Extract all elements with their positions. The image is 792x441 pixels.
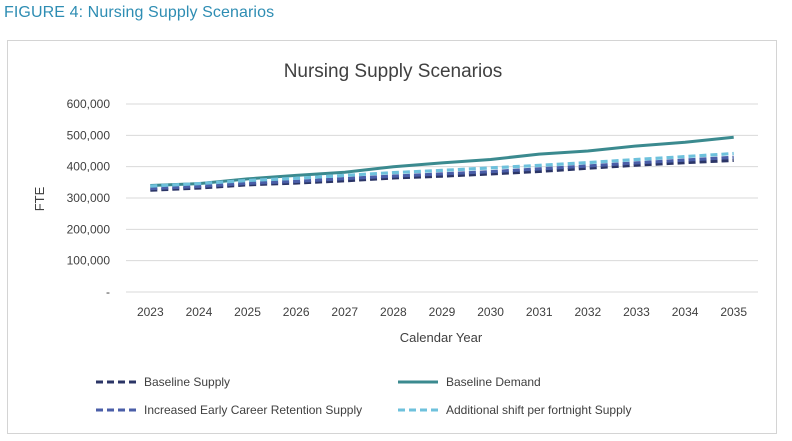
y-tick-label: 100,000 bbox=[67, 254, 111, 268]
x-tick-label: 2030 bbox=[477, 305, 504, 319]
x-tick-labels: 2023 2024 2025 2026 2027 2028 2029 2030 2031 2032… bbox=[137, 305, 747, 319]
legend-label-baseline-supply: Baseline Supply bbox=[144, 375, 230, 389]
series-lines bbox=[150, 135, 734, 192]
series-line-baseline-supply bbox=[150, 158, 734, 192]
y-tick-label: 400,000 bbox=[67, 160, 111, 174]
legend-label-increased-early-career-retention-supply: Increased Early Career Retention Supply bbox=[144, 403, 362, 417]
y-tick-label: 500,000 bbox=[67, 128, 111, 142]
x-tick-label: 2027 bbox=[331, 305, 358, 319]
x-tick-label: 2034 bbox=[672, 305, 699, 319]
x-axis-title: Calendar Year bbox=[400, 330, 483, 345]
y-axis-title: FTE bbox=[32, 186, 47, 211]
x-tick-label: 2035 bbox=[720, 305, 747, 319]
figure-caption: FIGURE 4: Nursing Supply Scenarios bbox=[4, 4, 275, 21]
chart-frame bbox=[7, 40, 777, 434]
series-line-baseline-demand bbox=[150, 135, 734, 187]
legend-label-baseline-demand: Baseline Demand bbox=[446, 375, 541, 389]
x-tick-label: 2024 bbox=[186, 305, 213, 319]
x-tick-label: 2026 bbox=[283, 305, 310, 319]
y-tick-label: 200,000 bbox=[67, 222, 111, 236]
legend: Baseline Supply Baseline Demand Increased … bbox=[96, 375, 631, 417]
y-tick-label: 600,000 bbox=[67, 97, 111, 111]
x-tick-label: 2023 bbox=[137, 305, 164, 319]
series-line-increased-early-career-retention-supply bbox=[150, 155, 734, 191]
legend-label-additional-shift-per-fortnight-supply: Additional shift per fortnight Supply bbox=[446, 403, 631, 417]
series-line-additional-shift-per-fortnight-supply bbox=[150, 151, 734, 188]
y-tick-label: 300,000 bbox=[67, 191, 111, 205]
y-tick-labels: - 100,000 200,000 300,000 400,000 500,000 600,… bbox=[67, 97, 111, 299]
x-tick-label: 2033 bbox=[623, 305, 650, 319]
chart-title: Nursing Supply Scenarios bbox=[284, 61, 503, 82]
x-tick-label: 2031 bbox=[526, 305, 553, 319]
x-tick-label: 2028 bbox=[380, 305, 407, 319]
x-tick-label: 2032 bbox=[574, 305, 601, 319]
x-tick-label: 2025 bbox=[234, 305, 261, 319]
y-tick-label: - bbox=[106, 285, 110, 299]
x-tick-label: 2029 bbox=[429, 305, 456, 319]
gridlines bbox=[126, 103, 758, 293]
